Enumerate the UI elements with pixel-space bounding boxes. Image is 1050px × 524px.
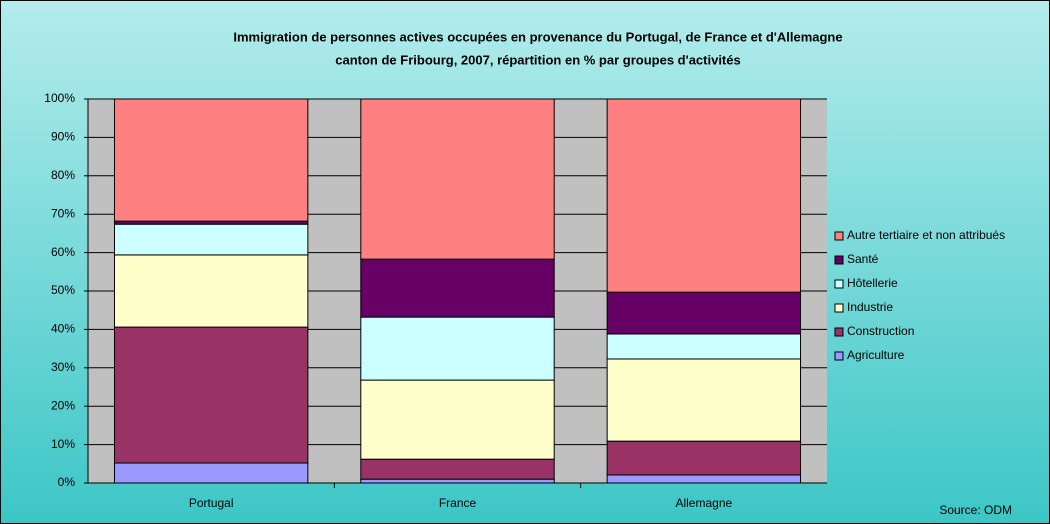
bar-segment <box>113 326 309 464</box>
x-tick-label: Allemagne <box>675 496 732 510</box>
legend-label: Hôtellerie <box>847 276 898 290</box>
legend-swatch <box>834 327 844 337</box>
y-tick-label: 80% <box>51 168 75 182</box>
bar-segment <box>113 98 309 222</box>
y-tick-label: 30% <box>51 360 75 374</box>
legend-swatch <box>834 231 844 241</box>
y-tick-label: 0% <box>58 475 76 489</box>
y-tick-label: 100% <box>44 91 75 105</box>
bar-segment <box>113 462 309 484</box>
bar-segment <box>606 358 802 442</box>
bar-segment <box>113 223 309 256</box>
bar-segment <box>606 98 802 293</box>
legend-label: Construction <box>847 324 914 338</box>
bar-segment <box>360 316 555 381</box>
bar-segment <box>606 333 802 360</box>
x-tick-label: France <box>439 496 477 510</box>
source: Source: ODM <box>939 503 1012 517</box>
legend-swatch <box>834 303 844 313</box>
legend-label: Industrie <box>847 300 893 314</box>
bar-segment <box>606 440 802 476</box>
chart-subtitle: canton de Fribourg, 2007, répartition en… <box>335 52 740 67</box>
legend-label: Autre tertiaire et non attribués <box>847 228 1005 242</box>
legend-label: Agriculture <box>847 348 905 362</box>
bar-segment <box>606 291 802 335</box>
y-tick-label: 90% <box>51 130 75 144</box>
chart-title: Immigration de personnes actives occupée… <box>233 29 842 44</box>
legend-swatch <box>834 255 844 265</box>
legend-swatch <box>834 279 844 289</box>
bar-segment <box>360 458 555 480</box>
y-tick-label: 40% <box>51 322 75 336</box>
bar-segment <box>360 478 555 484</box>
y-tick-label: 20% <box>51 398 75 412</box>
legend-label: Santé <box>847 252 879 266</box>
bar-segment <box>113 254 309 328</box>
bar-segment <box>360 379 555 460</box>
bar-segment <box>360 98 555 260</box>
bar-segment <box>360 258 555 318</box>
y-tick-label: 70% <box>51 206 75 220</box>
y-tick-label: 10% <box>51 437 75 451</box>
bar-segment <box>606 474 802 484</box>
y-tick-label: 50% <box>51 283 75 297</box>
y-tick-label: 60% <box>51 245 75 259</box>
x-tick-label: Portugal <box>189 496 234 510</box>
legend-swatch <box>834 351 844 361</box>
